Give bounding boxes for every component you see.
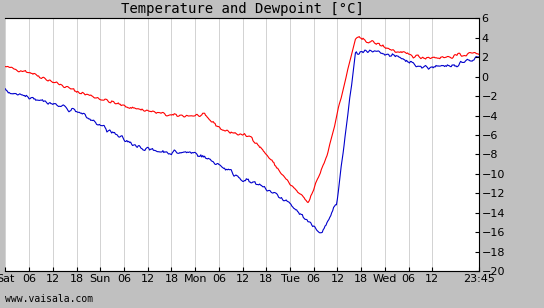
- Title: Temperature and Dewpoint [°C]: Temperature and Dewpoint [°C]: [121, 2, 363, 16]
- Text: www.vaisala.com: www.vaisala.com: [5, 294, 94, 304]
